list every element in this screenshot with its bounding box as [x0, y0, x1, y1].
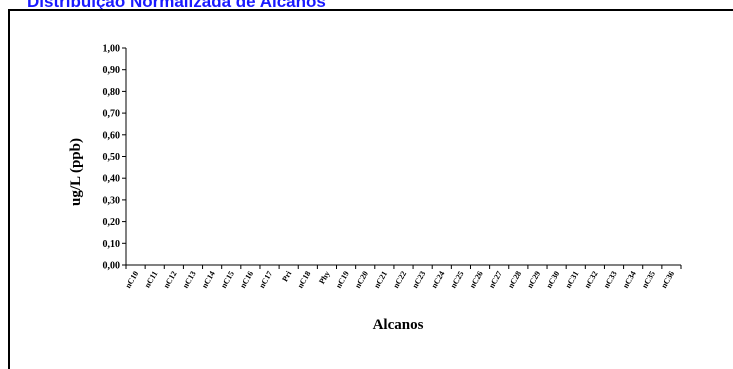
x-tick-label: nC25 — [449, 270, 466, 290]
x-tick-label: nC14 — [200, 270, 217, 290]
x-tick-label: nC27 — [487, 270, 504, 290]
x-tick-label: nC26 — [468, 270, 485, 290]
x-tick-label: nC29 — [525, 270, 542, 290]
x-tick-label: nC28 — [506, 270, 523, 290]
y-tick-label: 0,50 — [103, 152, 121, 163]
x-tick-label: nC16 — [238, 270, 255, 290]
y-tick-label: 0,70 — [103, 109, 121, 120]
x-tick-label: nC33 — [602, 270, 619, 290]
x-tick-label: nC11 — [143, 270, 160, 290]
y-tick-label: 0,40 — [103, 174, 121, 185]
x-axis-title: Alcanos — [373, 317, 424, 333]
x-tick-label: Pri — [280, 269, 294, 283]
x-tick-label: nC30 — [544, 270, 561, 290]
x-tick-label: nC13 — [181, 270, 198, 290]
x-tick-label: nC17 — [257, 270, 274, 290]
x-tick-label: nC19 — [334, 270, 351, 290]
x-tick-label: nC20 — [353, 270, 370, 290]
x-axis-ticks: nC10 nC11 nC12 nC13 nC14 nC15 nC16 nC17 Pri nC18 P… — [123, 265, 682, 290]
x-tick-label: nC18 — [296, 270, 313, 290]
y-tick-label: 0,80 — [103, 87, 121, 98]
x-tick-label: nC31 — [564, 270, 581, 290]
x-tick-label: nC24 — [430, 270, 447, 290]
x-tick-label: nC15 — [219, 270, 236, 290]
x-tick-label: nC22 — [391, 270, 408, 290]
x-tick-label: nC32 — [583, 270, 600, 290]
y-tick-label: 0,00 — [103, 261, 121, 272]
y-axis-title: ug/L (ppb) — [68, 138, 84, 206]
y-tick-label: 0,60 — [103, 130, 121, 141]
y-axis-ticks: 0,00 0,10 0,20 0,30 0,40 0,50 0,60 0,70 0,80 0,90… — [103, 44, 126, 272]
x-tick-label: nC34 — [621, 270, 638, 290]
x-tick-label: nC35 — [640, 270, 657, 290]
y-tick-label: 0,30 — [103, 195, 121, 206]
y-tick-label: 1,00 — [103, 44, 121, 55]
x-tick-label: nC23 — [410, 270, 427, 290]
chart-frame — [8, 9, 733, 369]
y-tick-label: 0,20 — [103, 217, 121, 228]
y-tick-label: 0,90 — [103, 65, 121, 76]
x-tick-label: Phy — [317, 270, 331, 286]
chart-title: Distribuição Normalizada de Alcanos — [27, 0, 326, 11]
x-tick-label: nC21 — [372, 270, 389, 290]
x-tick-label: nC36 — [659, 270, 676, 290]
x-tick-label: nC12 — [162, 270, 179, 290]
x-tick-label: nC10 — [123, 270, 140, 290]
y-tick-label: 0,10 — [103, 239, 121, 250]
